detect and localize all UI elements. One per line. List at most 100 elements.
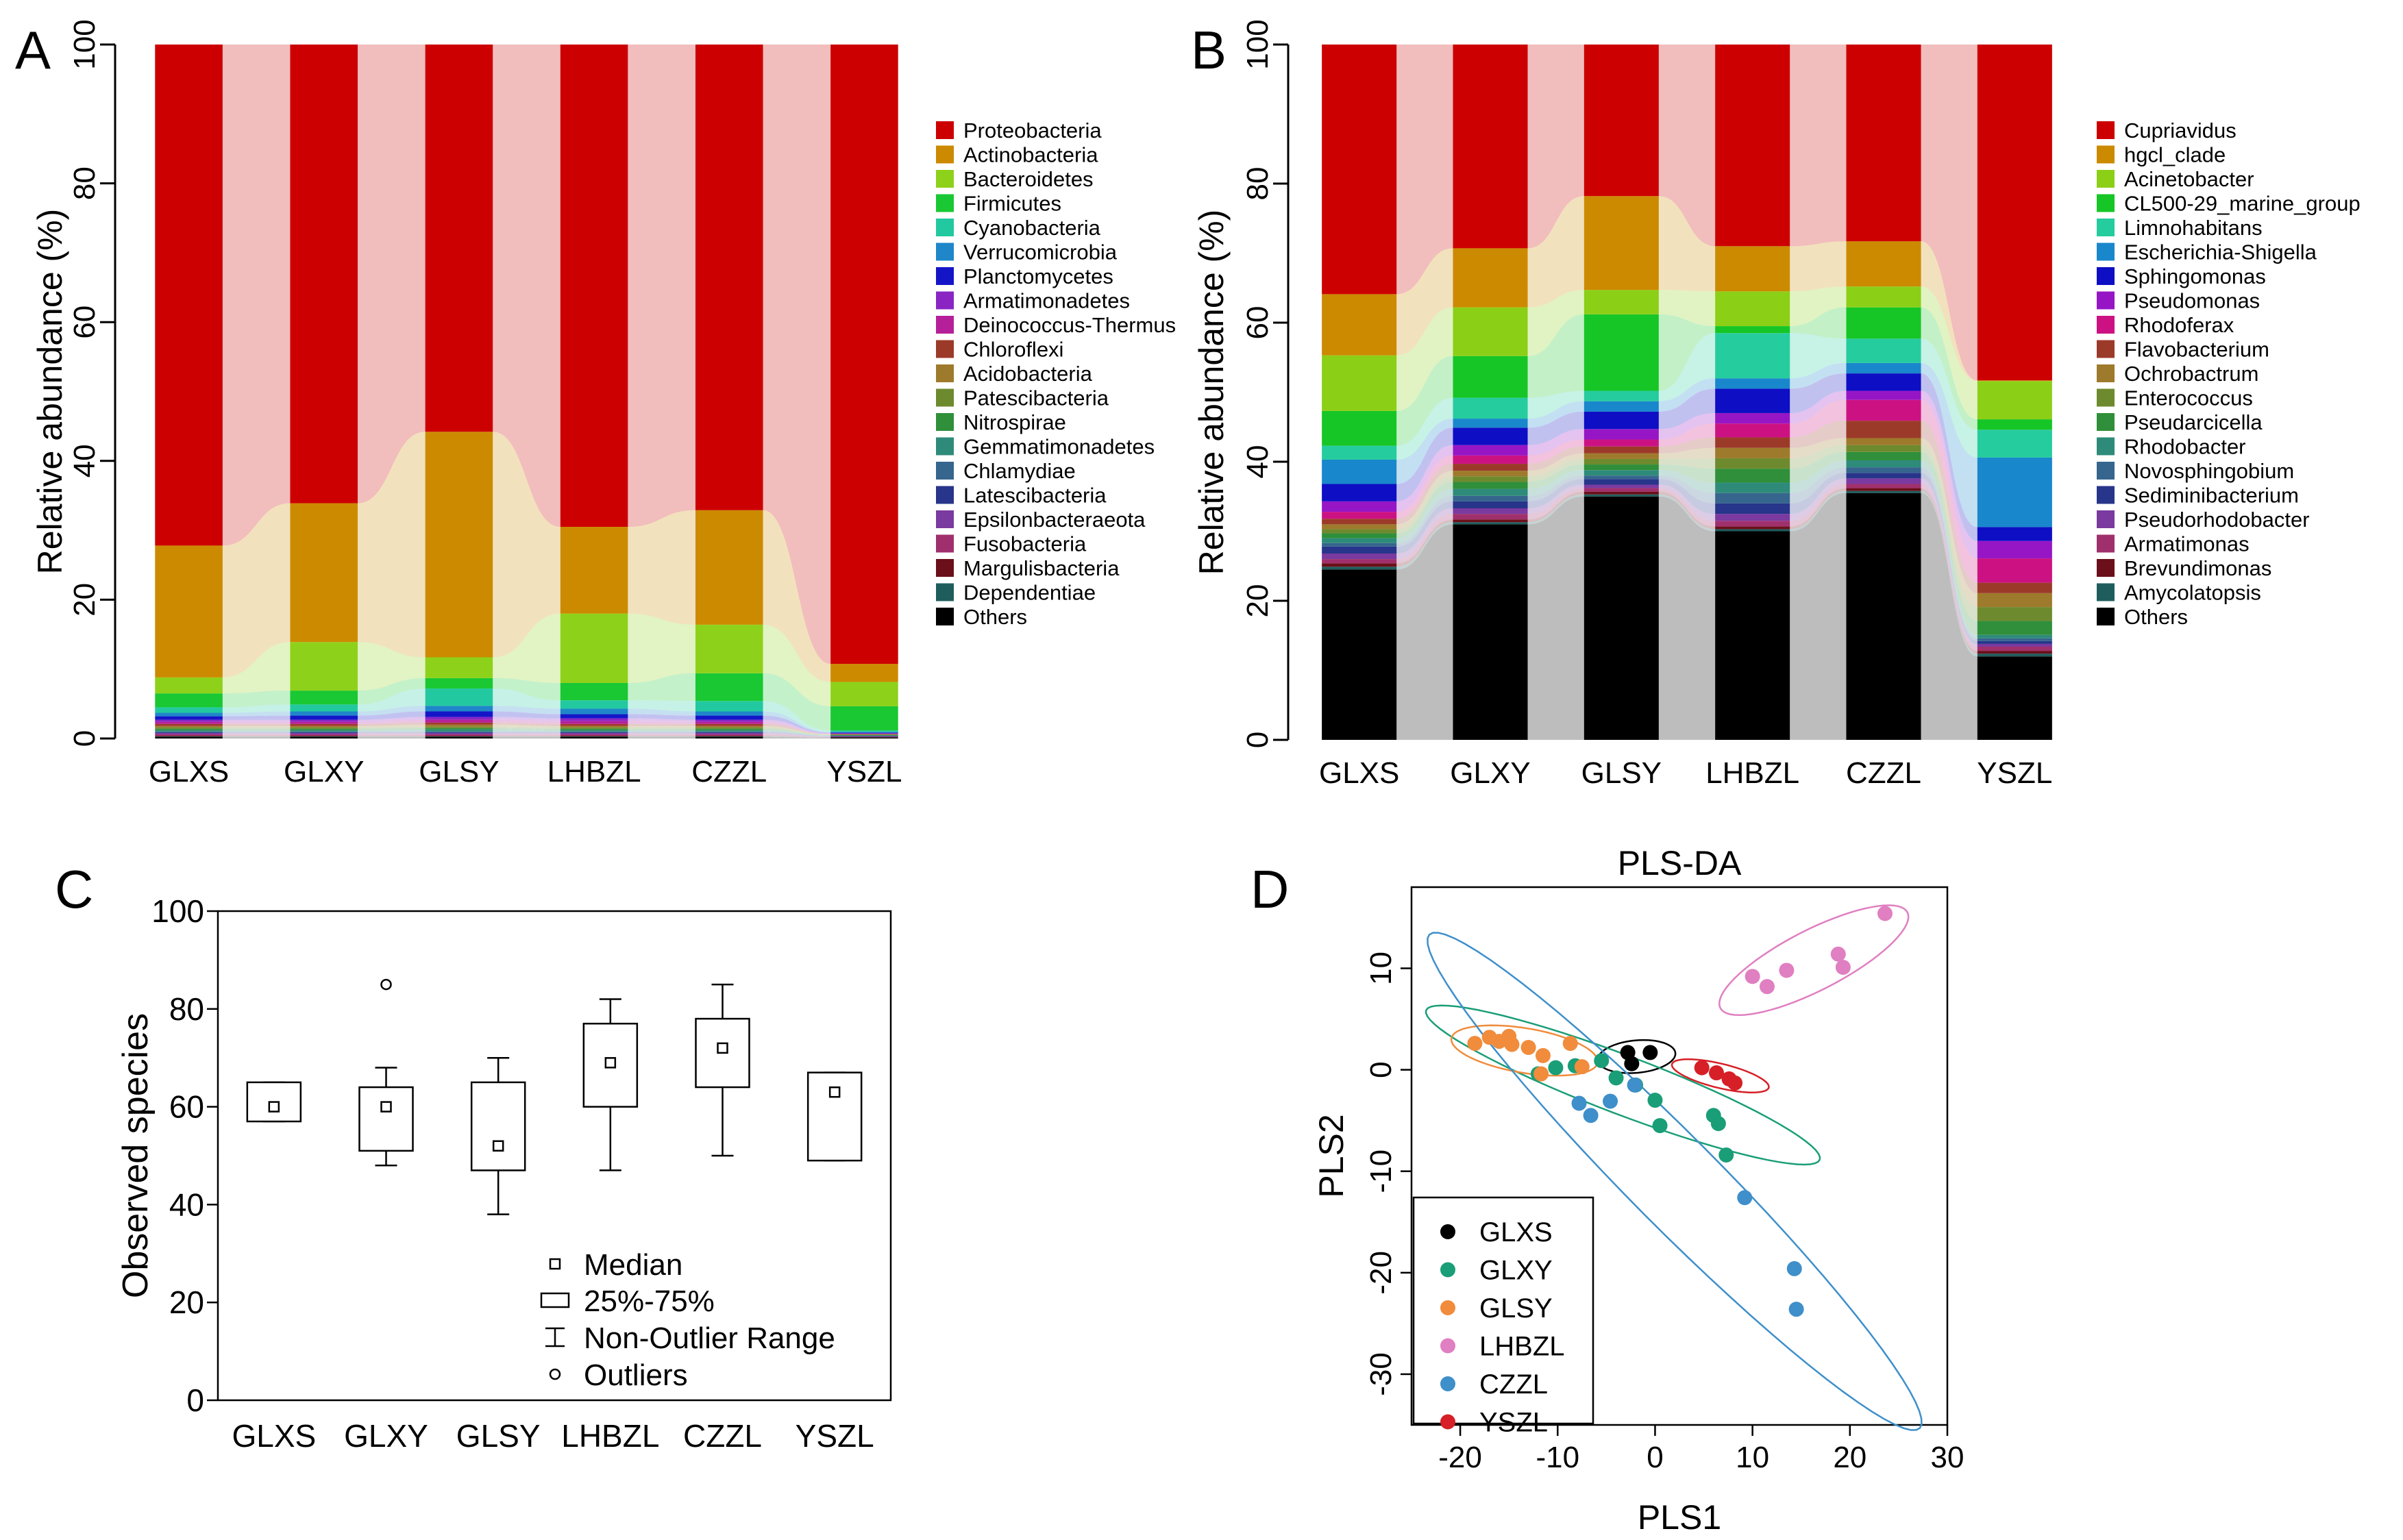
panel-b-bar-glxs-novosphingobium (1322, 543, 1397, 547)
panel-b-flow-sphingomonas (1396, 427, 1453, 501)
panel-a-legend-label: Actinobacteria (963, 143, 1098, 167)
panel-a-x-tick-label: CZZL (691, 755, 767, 788)
panel-a-legend-swatch (936, 243, 954, 261)
panel-c-chart: 0 20 40 60 80 100 Observed species GLXS GLXY GLSY… (116, 893, 892, 1454)
panel-a-flow-actinobacteria (358, 432, 426, 658)
panel-b-bar-czzl-armatimonas (1846, 484, 1921, 488)
panel-b-bar-glxs-brevundimonas (1322, 563, 1397, 567)
panel-a-flow-gemmatimonadetes (763, 730, 831, 736)
panel-c-legend-median-symbol (549, 1258, 561, 1270)
panel-b-y-tick-label: 20 (1241, 584, 1274, 618)
panel-c-outlier-glxy (380, 978, 392, 991)
panel-b-bar-czzl-novosphingobium (1846, 467, 1921, 473)
panel-b-bar-yszl-sediminibacterium (1977, 641, 2052, 644)
panel-a-flow-firmicutes (222, 691, 291, 708)
panel-b-flow-pseudorhodobacter (1658, 484, 1716, 521)
panel-b-bar-glsy-pseudarcicella (1583, 464, 1659, 471)
panel-a-chart: 0 20 40 60 80 100 Relative abundance (%) GLXS GL… (31, 19, 1176, 788)
panel-b-legend-label: Ochrobactrum (2124, 362, 2258, 386)
panel-a-flow-verrucomicrobia (222, 711, 291, 717)
panel-b-bar-glxy-rhodoferax (1453, 455, 1528, 464)
panel-d-point-glxy (1647, 1093, 1663, 1108)
panel-b-bar-czzl-pseudorhodobacter (1846, 478, 1921, 484)
panel-b-bar-czzl-flavobacterium (1846, 421, 1921, 438)
panel-a-bar-glxs-epsilonbacteraeota (155, 732, 223, 734)
panel-a-flow-epsilonbacteraeota (763, 732, 831, 737)
panel-label-d: D (1250, 859, 1289, 919)
panel-a-flow-dependentiae (222, 736, 291, 737)
panel-b-bar-yszl-sphingomonas (1977, 527, 2052, 541)
panel-b-bar-glxy-sphingomonas (1453, 427, 1528, 445)
panel-b-legend-swatch (2097, 121, 2115, 139)
panel-d-ellipse-yszl (1671, 1058, 1770, 1094)
panel-b-flow-pseudomonas (1396, 445, 1453, 512)
panel-c-box-glsy (470, 1081, 526, 1171)
panel-d-point-lhbzl (1830, 946, 1846, 962)
panel-b-bar-lhbzl-escherichia-shigella (1715, 378, 1790, 389)
panel-a-flow-proteobacteria (358, 45, 426, 504)
panel-c-plot-frame (217, 910, 892, 1402)
panel-d-point-glxy (1652, 1118, 1668, 1134)
panel-c-y-tick-label: 40 (169, 1187, 204, 1222)
panel-b-chart: 0 20 40 60 80 100 Relative abundance (%) GLXS GL… (1192, 19, 2361, 790)
panel-a-flow-chlamydiae (763, 731, 831, 736)
panel-a-flow-margulisbacteria (763, 735, 831, 738)
panel-b-flow-flavobacterium (1396, 464, 1453, 525)
panel-b-flow-rhodobacter (1527, 470, 1584, 496)
panel-b-bar-yszl-rhodobacter (1977, 634, 2052, 638)
panel-b-bar-yszl-enterococcus (1977, 607, 2052, 621)
panel-d-point-lhbzl (1779, 962, 1795, 978)
panel-d-point-czzl (1788, 1302, 1804, 1317)
panel-a-legend-label: Latescibacteria (963, 484, 1107, 508)
panel-a-bar-glxy-verrucomicrobia (290, 711, 358, 716)
panel-b-flow-amycolatopsis (1921, 490, 1977, 657)
panel-c-y-tick-label: 60 (169, 1089, 204, 1125)
panel-b-bar-lhbzl-cl500-29-marine-group (1715, 326, 1790, 334)
panel-b-bar-czzl-rhodoferax (1846, 399, 1921, 421)
panel-b-flow-limnohabitans (1790, 333, 1847, 379)
panel-a-bar-lhbzl-gemmatimonadetes (560, 730, 628, 732)
panel-a-flow-proteobacteria (493, 45, 560, 527)
panel-a-flow-chloroflexi (358, 722, 426, 726)
panel-d-legend-marker (1440, 1262, 1455, 1278)
panel-b-flow-rhodoferax (1921, 399, 1977, 583)
panel-d-point-lhbzl (1877, 906, 1893, 921)
panel-a-flow-nitrospirae (493, 728, 560, 730)
panel-b-flow-brevundimonas (1790, 488, 1847, 530)
panel-b-legend-swatch (2097, 364, 2115, 382)
panel-d-legend-marker (1440, 1376, 1455, 1391)
panel-b-legend-swatch (2097, 534, 2115, 553)
panel-b-legend-swatch (2097, 413, 2115, 431)
panel-a-flow-gemmatimonadetes (628, 730, 695, 732)
panel-a-flow-patescibacteria (493, 726, 560, 729)
panel-b-bar-yszl-flavobacterium (1977, 582, 2052, 593)
panel-b-flow-limnohabitans (1921, 338, 1977, 458)
panel-b-flow-pseudorhodobacter (1527, 484, 1584, 514)
panel-a-y-tick-label: 20 (68, 583, 101, 617)
panel-a-bar-glxs-acidobacteria (155, 725, 223, 728)
panel-d-legend-label: GLSY (1479, 1293, 1553, 1324)
panel-b-y-tick-label: 0 (1241, 732, 1274, 748)
panel-b-legend-swatch (2097, 486, 2115, 504)
panel-b-flow-escherichia-shigella (1396, 419, 1453, 484)
panel-c-box-yszl (806, 1071, 863, 1162)
panel-a-legend-swatch (936, 145, 954, 164)
panel-a-flow-epsilonbacteraeota (358, 732, 426, 734)
panel-a-bar-lhbzl-acidobacteria (560, 725, 628, 728)
panel-b-bar-lhbzl-enterococcus (1715, 458, 1790, 469)
panel-b-legend-swatch (2097, 291, 2115, 310)
panel-b-bar-lhbzl-brevundimonas (1715, 526, 1790, 530)
panel-a-bar-lhbzl-verrucomicrobia (560, 708, 628, 715)
panel-a-legend-label: Deinococcus-Thermus (963, 313, 1176, 337)
panel-b-bar-lhbzl-sphingomonas (1715, 388, 1790, 413)
panel-a-legend-swatch (936, 388, 954, 407)
panel-b-legend-swatch (2097, 608, 2115, 625)
panel-a-flow-verrucomicrobia (628, 708, 695, 716)
panel-b-flow-cupriavidus (1658, 45, 1716, 247)
panel-a-bar-czzl-cyanobacteria (695, 701, 763, 712)
panel-a-bar-czzl-firmicutes (695, 673, 763, 701)
panel-c-legend-label: Outliers (584, 1358, 688, 1392)
panel-b-bar-glxy-armatimonas (1453, 514, 1528, 520)
panel-b-legend-label: Sphingomonas (2124, 264, 2266, 288)
panel-b-bar-glsy-escherichia-shigella (1583, 401, 1659, 412)
